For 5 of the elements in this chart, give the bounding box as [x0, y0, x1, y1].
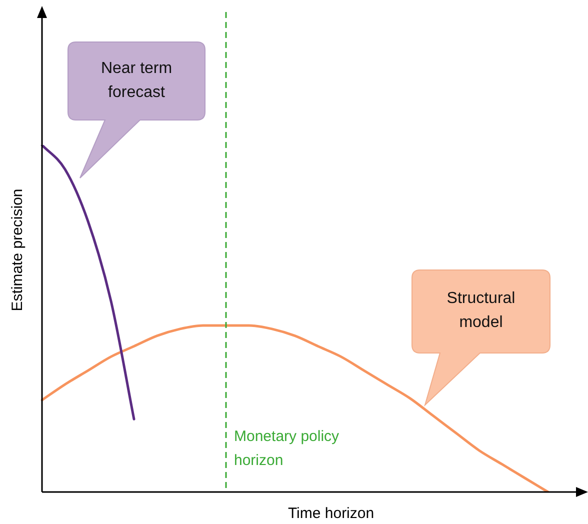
annotation: Monetary policy horizon — [234, 427, 340, 471]
text: Near term forecast — [100, 59, 174, 103]
annotation: Structural model — [446, 289, 516, 333]
y-axis-title: Estimate precision — [9, 188, 26, 312]
x-axis-title: Time horizon — [288, 505, 374, 522]
